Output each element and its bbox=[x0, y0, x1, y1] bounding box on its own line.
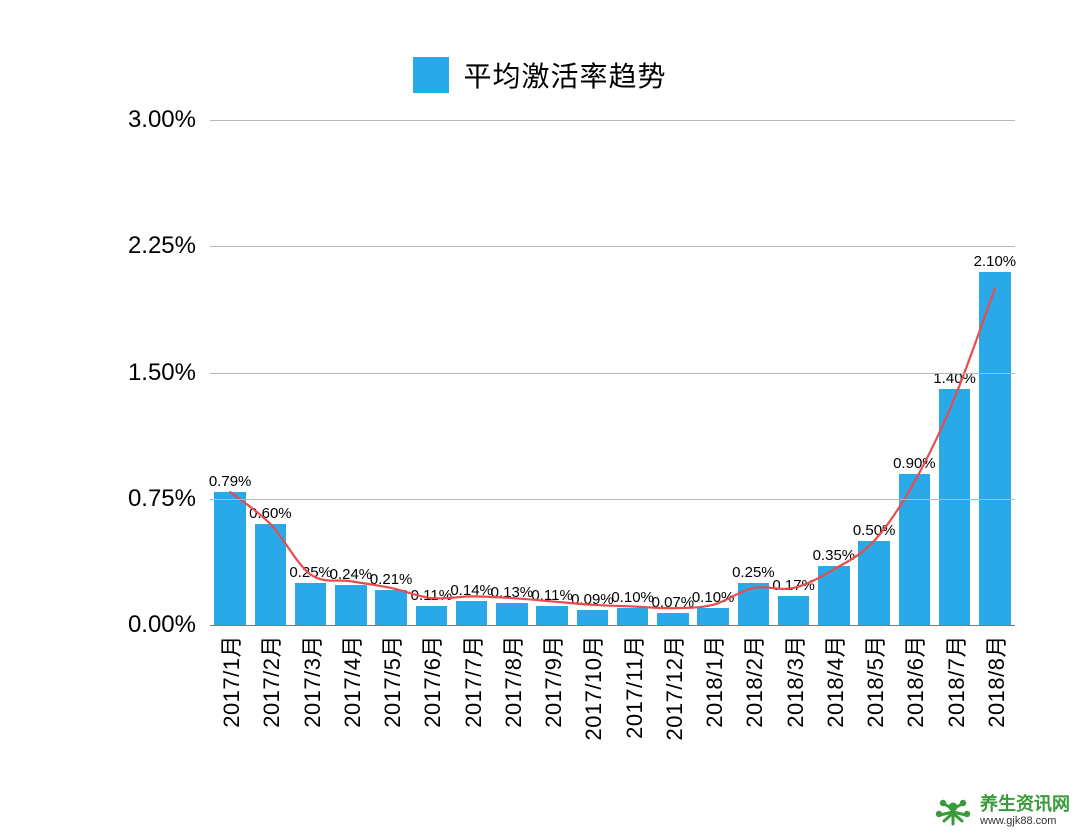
y-axis-tick-label: 3.00% bbox=[128, 106, 210, 134]
gridline bbox=[210, 499, 1015, 500]
bar: 0.35% bbox=[818, 566, 849, 625]
gridline bbox=[210, 625, 1015, 626]
bar-value-label: 0.11% bbox=[531, 587, 572, 606]
bar-value-label: 0.25% bbox=[732, 564, 775, 583]
bar: 0.14% bbox=[456, 601, 487, 625]
watermark-icon bbox=[932, 790, 974, 832]
bar: 0.07% bbox=[657, 613, 688, 625]
bar-value-label: 0.14% bbox=[450, 582, 493, 601]
bar: 0.90% bbox=[899, 474, 930, 626]
watermark-text: 养生资讯网 www.gjk88.com bbox=[980, 795, 1070, 827]
legend-swatch bbox=[413, 57, 449, 93]
watermark-url: www.gjk88.com bbox=[980, 815, 1070, 827]
bar-value-label: 0.10% bbox=[692, 589, 735, 608]
y-axis-tick-label: 0.00% bbox=[128, 611, 210, 639]
bar: 0.13% bbox=[496, 603, 527, 625]
y-axis-tick-label: 2.25% bbox=[128, 232, 210, 260]
bar-value-label: 0.07% bbox=[652, 594, 695, 613]
bar-value-label: 2.10% bbox=[974, 253, 1017, 272]
x-axis-tick-label: 2017/12月 bbox=[657, 625, 689, 741]
x-axis-tick-label: 2017/11月 bbox=[617, 625, 649, 739]
legend-label: 平均激活率趋势 bbox=[463, 55, 666, 95]
bar-value-label: 0.79% bbox=[209, 473, 252, 492]
bar: 0.24% bbox=[335, 585, 366, 625]
bar: 1.40% bbox=[939, 389, 970, 625]
bar: 0.11% bbox=[416, 606, 447, 625]
bar-value-label: 0.17% bbox=[772, 577, 815, 596]
x-axis-tick-label: 2017/3月 bbox=[295, 625, 327, 728]
x-axis-tick-label: 2017/9月 bbox=[536, 625, 568, 728]
x-axis-tick-label: 2018/6月 bbox=[898, 625, 930, 728]
x-axis-tick-label: 2017/4月 bbox=[335, 625, 367, 728]
x-axis-tick-label: 2018/2月 bbox=[737, 625, 769, 728]
watermark: 养生资讯网 www.gjk88.com bbox=[932, 790, 1070, 832]
bar: 0.10% bbox=[617, 608, 648, 625]
x-axis-tick-label: 2018/3月 bbox=[778, 625, 810, 728]
x-axis-tick-label: 2017/7月 bbox=[456, 625, 488, 728]
bar: 0.25% bbox=[738, 583, 769, 625]
bar-value-label: 0.50% bbox=[853, 522, 896, 541]
bar: 0.21% bbox=[375, 590, 406, 625]
x-axis-tick-label: 2017/8月 bbox=[496, 625, 528, 728]
bar: 0.50% bbox=[858, 541, 889, 625]
x-axis-tick-label: 2018/1月 bbox=[697, 625, 729, 728]
bar: 0.25% bbox=[295, 583, 326, 625]
gridline bbox=[210, 120, 1015, 121]
chart-container: 平均激活率趋势 0.79%2017/1月0.60%2017/2月0.25%201… bbox=[0, 0, 1080, 838]
x-axis-tick-label: 2017/5月 bbox=[375, 625, 407, 728]
x-axis-tick-label: 2018/7月 bbox=[939, 625, 971, 728]
bar-value-label: 0.11% bbox=[411, 587, 452, 606]
x-axis-tick-label: 2017/6月 bbox=[415, 625, 447, 728]
y-axis-tick-label: 0.75% bbox=[128, 485, 210, 513]
x-axis-tick-label: 2018/5月 bbox=[858, 625, 890, 728]
bar-value-label: 0.25% bbox=[289, 564, 332, 583]
plot-area: 0.79%2017/1月0.60%2017/2月0.25%2017/3月0.24… bbox=[210, 120, 1015, 625]
x-axis-tick-label: 2018/4月 bbox=[818, 625, 850, 728]
bar-value-label: 0.24% bbox=[330, 566, 373, 585]
bar: 0.79% bbox=[214, 492, 245, 625]
bar-value-label: 0.90% bbox=[893, 455, 936, 474]
bar-value-label: 0.21% bbox=[370, 571, 413, 590]
gridline bbox=[210, 246, 1015, 247]
x-axis-tick-label: 2017/10月 bbox=[576, 625, 608, 741]
bar: 0.60% bbox=[255, 524, 286, 625]
x-axis-tick-label: 2017/2月 bbox=[254, 625, 286, 728]
x-axis-tick-label: 2017/1月 bbox=[214, 625, 246, 728]
y-axis-tick-label: 1.50% bbox=[128, 359, 210, 387]
bar: 0.10% bbox=[697, 608, 728, 625]
bar: 0.11% bbox=[536, 606, 567, 625]
gridline bbox=[210, 373, 1015, 374]
x-axis-tick-label: 2018/8月 bbox=[979, 625, 1011, 728]
bar-value-label: 0.10% bbox=[611, 589, 654, 608]
legend: 平均激活率趋势 bbox=[0, 55, 1080, 95]
bar-value-label: 0.13% bbox=[491, 584, 534, 603]
watermark-title: 养生资讯网 bbox=[980, 795, 1070, 815]
bar: 0.09% bbox=[577, 610, 608, 625]
bar: 2.10% bbox=[979, 272, 1010, 626]
bar-value-label: 0.35% bbox=[813, 547, 856, 566]
bar-value-label: 0.60% bbox=[249, 505, 292, 524]
bar: 0.17% bbox=[778, 596, 809, 625]
bar-value-label: 0.09% bbox=[571, 591, 614, 610]
